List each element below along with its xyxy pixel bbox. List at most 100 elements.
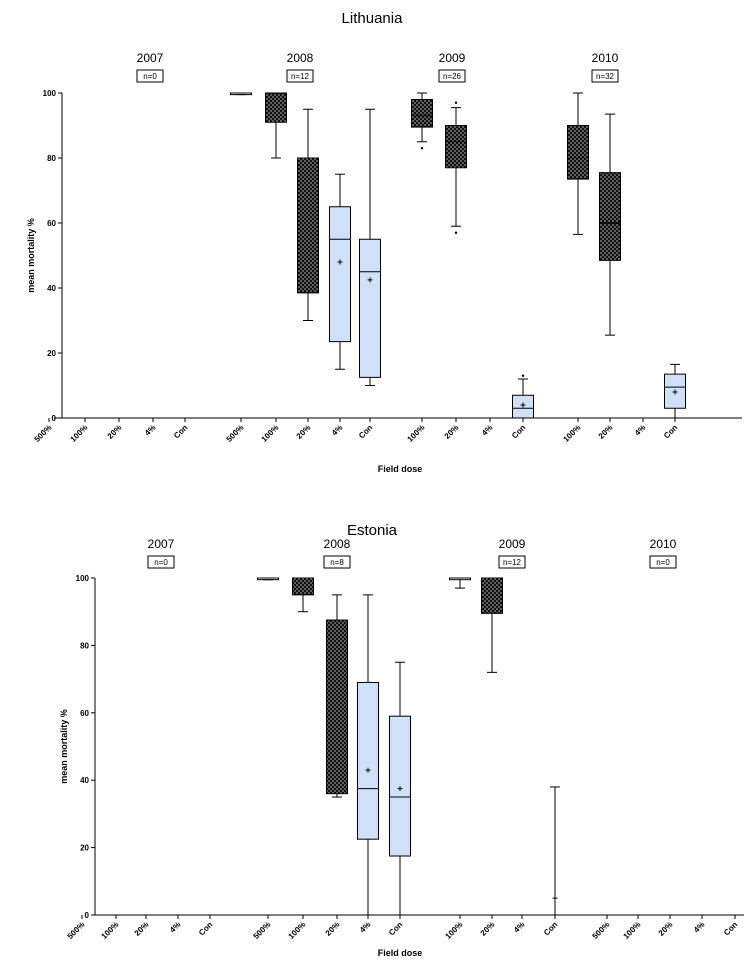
x-category-label: 100%: [260, 423, 281, 444]
sample-size-label: n=0: [154, 558, 168, 567]
x-category-label: 100%: [406, 423, 427, 444]
x-category-label: 20%: [479, 920, 497, 938]
sample-size-label: n=12: [503, 558, 522, 567]
chart-title: Lithuania: [342, 10, 404, 27]
box-iqr: [292, 577, 314, 596]
box-iqr: [389, 715, 411, 857]
box-plot: [389, 661, 411, 916]
outlier-point: [521, 374, 525, 377]
box-plot: [599, 113, 621, 336]
x-category-label: 20%: [295, 423, 313, 441]
sample-size-box: [498, 555, 526, 569]
y-tick-label: 100: [76, 574, 90, 583]
sample-size-label: n=26: [443, 72, 462, 81]
y-tick-label: 40: [80, 776, 89, 785]
x-category-label: 100%: [622, 920, 643, 941]
x-category-label: 20%: [597, 423, 615, 441]
x-axis-label: Field dose: [378, 948, 423, 958]
box-plot: [230, 92, 252, 96]
y-axis-label: mean mortality %: [26, 218, 36, 293]
x-category-label: 4%: [512, 920, 527, 935]
x-category-label: 100%: [287, 920, 308, 941]
box-iqr: [567, 125, 589, 180]
year-label: 2010: [650, 537, 677, 551]
box-iqr: [359, 238, 381, 378]
sample-size-box: [649, 555, 677, 569]
box-iqr: [329, 206, 351, 343]
x-category-label: 4%: [358, 920, 373, 935]
x-category-label: 4%: [480, 423, 495, 438]
sample-size-box: [286, 69, 314, 83]
x-category-label: 500%: [591, 920, 612, 941]
x-category-label: 500%: [66, 920, 87, 941]
x-category-label: 100%: [562, 423, 583, 444]
box-plot: [567, 92, 589, 235]
box-plot: [481, 577, 503, 673]
outlier-point: [454, 101, 458, 104]
x-category-label: 4%: [633, 423, 648, 438]
x-category-label: 4%: [143, 423, 158, 438]
sample-size-label: n=12: [291, 72, 310, 81]
sample-size-box: [438, 69, 466, 83]
x-category-label: Con: [542, 920, 559, 937]
year-label: 2008: [287, 51, 314, 65]
box-plot: [411, 92, 433, 150]
chart-title: Estonia: [347, 522, 398, 539]
x-category-label: 500%: [33, 423, 54, 444]
year-label: 2007: [148, 537, 175, 551]
year-label: 2010: [592, 51, 619, 65]
sample-size-box: [136, 69, 164, 83]
outlier-point: [454, 231, 458, 234]
box-iqr: [357, 681, 379, 840]
box-iqr: [411, 99, 433, 128]
x-category-label: 100%: [444, 920, 465, 941]
y-tick-label: 100: [43, 89, 57, 98]
year-label: 2008: [324, 537, 351, 551]
year-label: 2009: [499, 537, 526, 551]
y-tick-label: 20: [47, 349, 56, 358]
y-axis-label: mean mortality %: [59, 709, 69, 784]
box-plot: [265, 92, 287, 159]
x-category-label: Con: [172, 423, 189, 440]
x-category-label: 20%: [657, 920, 675, 938]
sample-size-box: [591, 69, 619, 83]
box-iqr: [265, 92, 287, 123]
box-plot: [297, 108, 319, 321]
y-tick-label: 20: [80, 844, 89, 853]
x-category-label: 4%: [168, 920, 183, 935]
x-category-label: 4%: [330, 423, 345, 438]
box-plot: [544, 786, 566, 916]
sample-size-box: [323, 555, 351, 569]
x-category-label: 20%: [443, 423, 461, 441]
box-plot: [359, 108, 381, 386]
x-category-label: Con: [387, 920, 404, 937]
y-tick-label: 60: [80, 709, 89, 718]
x-category-label: 20%: [106, 423, 124, 441]
x-category-label: 20%: [324, 920, 342, 938]
outlier-point: [420, 147, 424, 150]
y-tick-label: 0: [85, 911, 90, 920]
box-plot: [357, 594, 379, 916]
sample-size-label: n=32: [596, 72, 615, 81]
year-label: 2009: [439, 51, 466, 65]
x-axis-label: Field dose: [378, 464, 423, 474]
sample-size-box: [147, 555, 175, 569]
box-iqr: [599, 172, 621, 261]
x-category-label: Con: [662, 423, 679, 440]
x-category-label: 100%: [100, 920, 121, 941]
x-category-label: 500%: [252, 920, 273, 941]
sample-size-label: n=0: [143, 72, 157, 81]
box-plot: [257, 577, 279, 581]
estonia-panel: Estonia 0 20 40 60 80 100 mean mortality % Field…: [59, 522, 744, 958]
y-tick-label: 60: [47, 219, 56, 228]
sample-size-label: n=8: [330, 558, 344, 567]
box-iqr: [326, 619, 348, 795]
box-plot: [326, 594, 348, 798]
box-iqr: [481, 577, 503, 614]
x-category-label: 4%: [692, 920, 707, 935]
box-plot: [512, 374, 534, 419]
year-label: 2007: [137, 51, 164, 65]
box-plot: [329, 173, 351, 370]
